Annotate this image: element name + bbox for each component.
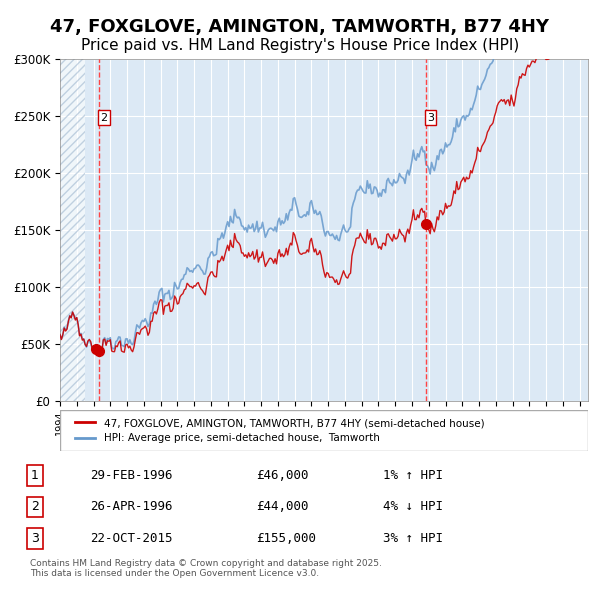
FancyBboxPatch shape [60, 410, 588, 451]
Text: £44,000: £44,000 [256, 500, 308, 513]
Text: 47, FOXGLOVE, AMINGTON, TAMWORTH, B77 4HY: 47, FOXGLOVE, AMINGTON, TAMWORTH, B77 4H… [50, 18, 550, 36]
Text: 3% ↑ HPI: 3% ↑ HPI [383, 532, 443, 545]
Text: 22-OCT-2015: 22-OCT-2015 [90, 532, 173, 545]
Text: 1% ↑ HPI: 1% ↑ HPI [383, 469, 443, 482]
Text: 3: 3 [31, 532, 39, 545]
Text: £46,000: £46,000 [256, 469, 308, 482]
Bar [60, 59, 85, 401]
Legend: 47, FOXGLOVE, AMINGTON, TAMWORTH, B77 4HY (semi-detached house), HPI: Average pr: 47, FOXGLOVE, AMINGTON, TAMWORTH, B77 4H… [70, 414, 488, 447]
Text: Contains HM Land Registry data © Crown copyright and database right 2025.
This d: Contains HM Land Registry data © Crown c… [30, 559, 382, 578]
Text: 1: 1 [31, 469, 39, 482]
Text: 4% ↓ HPI: 4% ↓ HPI [383, 500, 443, 513]
Text: 26-APR-1996: 26-APR-1996 [90, 500, 173, 513]
Text: Price paid vs. HM Land Registry's House Price Index (HPI): Price paid vs. HM Land Registry's House … [81, 38, 519, 53]
Bar [60, 59, 85, 401]
Text: 2: 2 [31, 500, 39, 513]
Text: 2: 2 [101, 113, 107, 123]
Text: 29-FEB-1996: 29-FEB-1996 [90, 469, 173, 482]
Text: £155,000: £155,000 [256, 532, 316, 545]
Text: 3: 3 [427, 113, 434, 123]
